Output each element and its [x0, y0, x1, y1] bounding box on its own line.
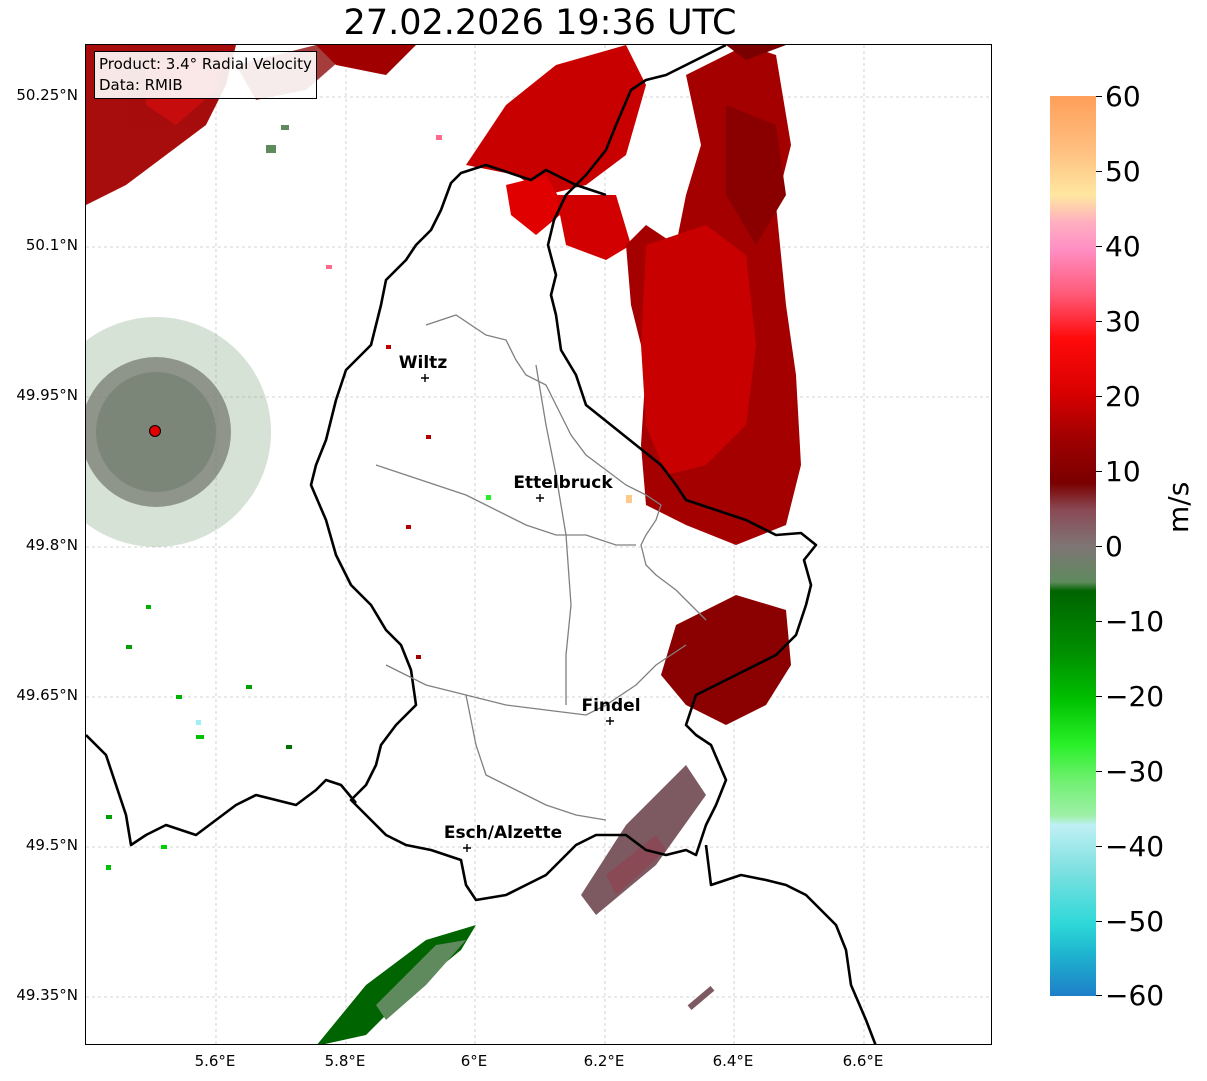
x-tick-label: 6°E [460, 1052, 488, 1070]
x-tick-label: 6.4°E [712, 1052, 754, 1070]
colorbar-tick: 30 [1105, 305, 1141, 338]
colorbar-tick: 40 [1105, 230, 1141, 263]
colorbar-tick: −10 [1105, 605, 1165, 638]
city-findel: Findel [581, 696, 641, 725]
colorbar-tick: 60 [1105, 80, 1141, 113]
y-tick-label: 49.8°N [25, 536, 78, 554]
x-tick-label: 6.6°E [842, 1052, 884, 1070]
city-label: Wiltz [399, 353, 448, 373]
velocity-colorbar [1050, 96, 1096, 996]
city-wiltz: Wiltz [399, 353, 448, 382]
colorbar-tick: −50 [1105, 905, 1165, 938]
colorbar-tick: −40 [1105, 830, 1165, 863]
colorbar-tick: 50 [1105, 155, 1141, 188]
scattered-echoes [106, 125, 715, 1010]
echo-east-band [626, 45, 801, 545]
city-label: Ettelbruck [513, 473, 613, 493]
colorbar-tick: 0 [1105, 530, 1123, 563]
data-source-label: Data: RMIB [99, 76, 183, 94]
colorbar-tick: −60 [1105, 979, 1165, 1012]
y-tick-label: 49.5°N [25, 836, 78, 854]
colorbar-unit-label: m/s [1162, 481, 1195, 533]
echo-southwest [317, 925, 476, 1044]
colorbar-tick: −20 [1105, 680, 1165, 713]
y-tick-label: 49.35°N [16, 986, 78, 1004]
y-tick-label: 49.95°N [16, 386, 78, 404]
x-tick-label: 5.8°E [324, 1052, 366, 1070]
colorbar-tick: 10 [1105, 455, 1141, 488]
echo-southeast [581, 595, 791, 915]
product-info-box: Product: 3.4° Radial Velocity Data: RMIB [94, 51, 317, 99]
city-label: Esch/Alzette [444, 823, 562, 843]
canton-borders [375, 314, 707, 821]
product-label: Product: 3.4° Radial Velocity [99, 55, 312, 73]
radar-site-marker [149, 425, 161, 437]
colorbar-tick: 20 [1105, 380, 1141, 413]
y-tick-label: 50.1°N [25, 236, 78, 254]
city-overlay: Wiltz Ettelbruck Findel Esch/Alzette [149, 353, 641, 852]
colorbar-tick: −30 [1105, 755, 1165, 788]
x-tick-label: 5.6°E [194, 1052, 236, 1070]
city-esch-alzette: Esch/Alzette [444, 823, 562, 852]
country-borders [86, 45, 877, 1044]
y-tick-label: 49.65°N [16, 686, 78, 704]
map-title: 27.02.2026 19:36 UTC [343, 3, 737, 43]
y-tick-label: 50.25°N [16, 86, 78, 104]
city-label: Findel [581, 696, 640, 716]
x-tick-label: 6.2°E [583, 1052, 625, 1070]
city-ettelbruck: Ettelbruck [513, 473, 613, 502]
